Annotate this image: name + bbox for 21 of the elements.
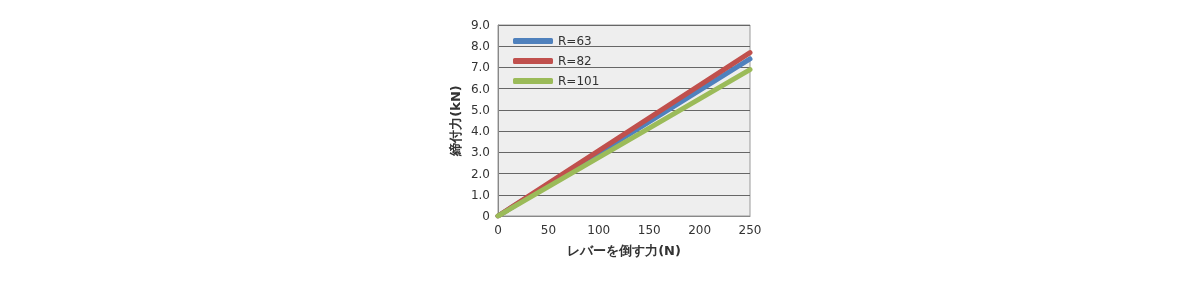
y-tick-label: 0 bbox=[482, 209, 490, 223]
x-tick-label: 50 bbox=[540, 223, 557, 237]
legend-label: R=63 bbox=[558, 34, 592, 48]
x-tick-label: 250 bbox=[738, 223, 762, 237]
x-tick-label: 0 bbox=[494, 223, 502, 237]
y-tick-label: 5.0 bbox=[470, 102, 490, 117]
x-axis-title: レバーを倒す力(N) bbox=[567, 243, 681, 258]
y-axis-title: 締付力(kN) bbox=[448, 85, 463, 157]
y-tick-label: 3.0 bbox=[470, 145, 490, 160]
x-tick-label: 150 bbox=[637, 223, 661, 237]
y-tick-label: 8.0 bbox=[470, 39, 490, 54]
legend-label: R=101 bbox=[558, 74, 600, 88]
y-tick-label: 1.0 bbox=[470, 187, 490, 202]
y-tick-label: 4.0 bbox=[470, 124, 490, 139]
x-tick-label: 200 bbox=[688, 223, 712, 237]
y-tick-label: 6.0 bbox=[470, 81, 490, 96]
x-tick-label: 100 bbox=[587, 223, 611, 237]
y-tick-label: 9.0 bbox=[470, 18, 490, 32]
legend-label: R=82 bbox=[558, 54, 592, 68]
y-tick-label: 2.0 bbox=[470, 166, 490, 181]
y-tick-label: 7.0 bbox=[470, 60, 490, 75]
